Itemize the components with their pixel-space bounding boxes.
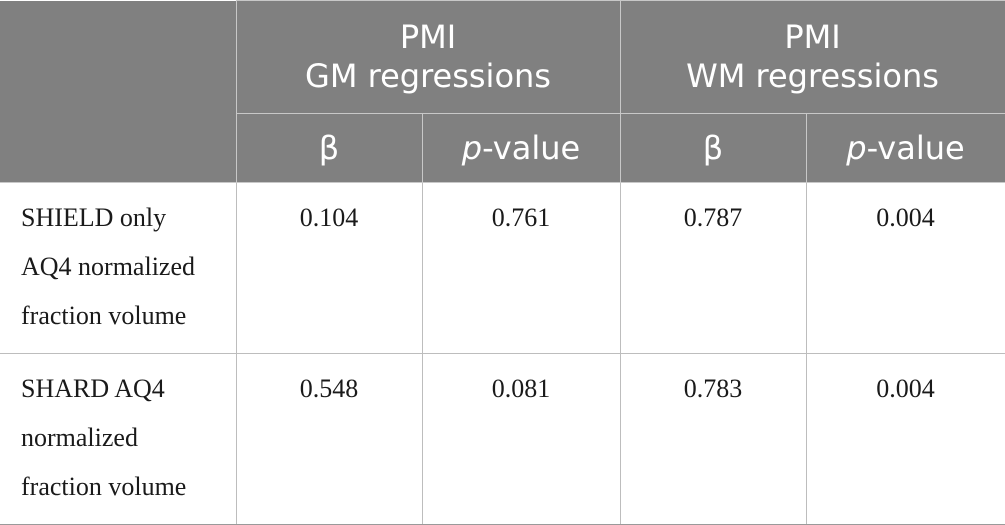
header-group-gm-line2: GM regressions [305, 57, 551, 95]
cell-wm-beta: 0.783 [619, 353, 807, 525]
row-label-line: fraction volume [21, 472, 187, 501]
table-header: PMI GM regressions PMI WM regressions β … [0, 0, 1005, 183]
table-body: SHIELD only AQ4 normalized fraction volu… [0, 182, 1005, 525]
row-label-line: AQ4 normalized [21, 252, 196, 281]
row-label-line: SHIELD only [21, 203, 167, 232]
p-value-suffix: -value [482, 129, 581, 167]
p-italic-label: p [461, 129, 483, 167]
header-wm-p-value: p-value [805, 113, 1005, 183]
header-group-wm-line2: WM regressions [686, 57, 939, 95]
row-label-shield: SHIELD only AQ4 normalized fraction volu… [0, 182, 237, 354]
row-label-shard: SHARD AQ4 normalized fraction volume [0, 353, 237, 525]
cell-wm-p-value: 0.004 [805, 182, 1005, 354]
header-group-wm-line1: PMI [784, 18, 841, 56]
cell-gm-p-value: 0.761 [421, 182, 621, 354]
header-group-row: PMI GM regressions PMI WM regressions [0, 0, 1005, 183]
p-italic-label: p [846, 129, 867, 167]
header-group-wm: PMI WM regressions [619, 0, 1005, 114]
row-label-line: fraction volume [21, 301, 187, 330]
header-group-gm: PMI GM regressions [235, 0, 621, 114]
header-corner-cell [0, 0, 237, 183]
header-gm-p-value: p-value [421, 113, 621, 183]
header-gm-beta: β [235, 113, 423, 183]
table-row: SHIELD only AQ4 normalized fraction volu… [0, 182, 1005, 354]
cell-gm-p-value: 0.081 [421, 353, 621, 525]
header-wm-beta: β [619, 113, 807, 183]
row-label-line: normalized [21, 423, 138, 452]
header-sub-row: β p-value β p-value [0, 113, 1005, 183]
p-value-suffix: -value [866, 129, 965, 167]
header-group-gm-line1: PMI [399, 18, 457, 56]
cell-wm-p-value: 0.004 [805, 353, 1005, 525]
row-label-line: SHARD AQ4 [21, 374, 165, 403]
cell-gm-beta: 0.548 [235, 353, 423, 525]
table-row: SHARD AQ4 normalized fraction volume 0.5… [0, 353, 1005, 525]
cell-wm-beta: 0.787 [619, 182, 807, 354]
cell-gm-beta: 0.104 [235, 182, 423, 354]
